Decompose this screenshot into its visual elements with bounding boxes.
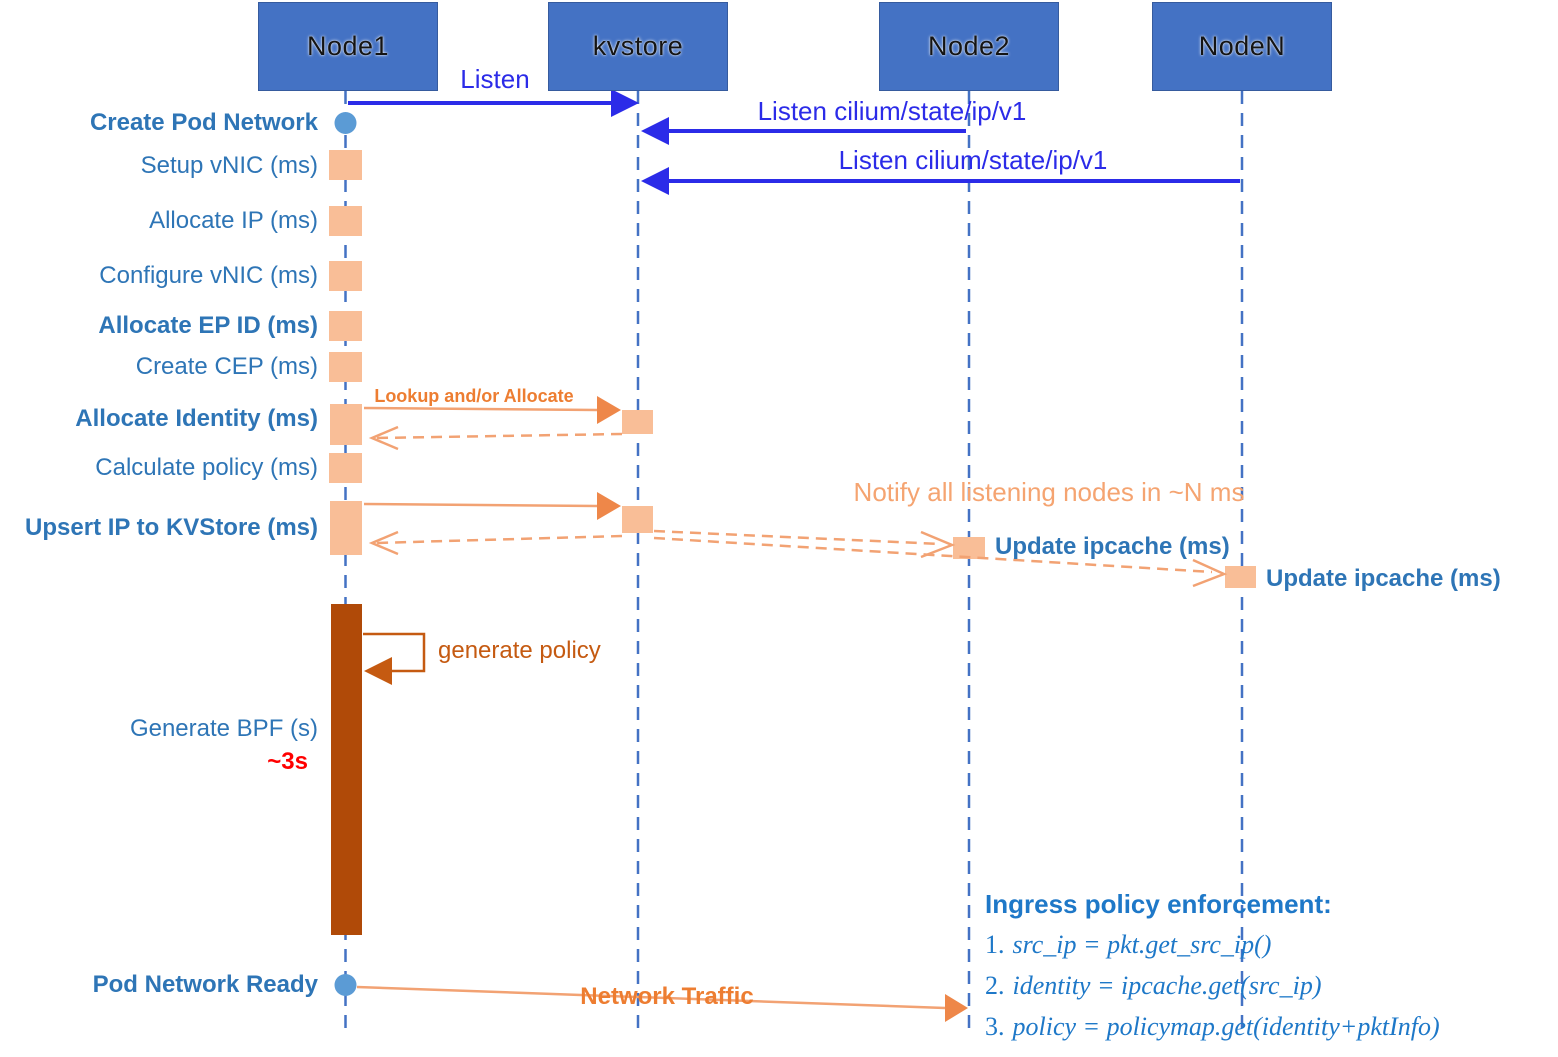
arrowhead-generate-policy-icon	[364, 657, 392, 685]
step-label-pod-network-ready: Pod Network Ready	[92, 971, 318, 998]
message-label-lookup-allocate: Lookup and/or Allocate	[374, 386, 574, 406]
activation-allocate-identity	[330, 404, 362, 445]
arrow-notify-node2	[653, 529, 942, 546]
ingress-step-1-code: src_ip = pkt.get_src_ip()	[1012, 930, 1272, 959]
ingress-note-step-1: 1. src_ip = pkt.get_src_ip()	[985, 929, 1271, 961]
activation-create-cep	[329, 352, 362, 382]
activation-allocate-ep-id	[329, 311, 362, 341]
activation-noden-update-ipcache	[1225, 566, 1256, 588]
step-label-generate-bpf: Generate BPF (s)	[129, 715, 318, 742]
participant-box-node2: Node2	[879, 2, 1059, 91]
arrow-return-upsert	[375, 534, 623, 545]
participant-label-noden: NodeN	[1198, 31, 1286, 61]
pod-network-ready-marker-icon	[334, 974, 357, 996]
ingress-step-2-number: 2.	[985, 971, 1005, 1000]
ingress-note-step-3: 3. policy = policymap.get(identity+pktInf…	[985, 1011, 1440, 1043]
message-label-listen: Listen	[460, 64, 530, 94]
ingress-step-2-code: identity = ipcache.get(src_ip)	[1012, 971, 1322, 1000]
step-label-calculate-policy: Calculate policy (ms)	[95, 454, 318, 481]
arrowhead-network-traffic-icon	[945, 994, 968, 1022]
participant-label-node2: Node2	[927, 31, 1011, 61]
message-label-listen-noden: Listen cilium/state/ip/v1	[838, 145, 1108, 175]
message-label-network-traffic: Network Traffic	[580, 983, 754, 1010]
participant-box-noden: NodeN	[1152, 2, 1332, 91]
arrow-generate-policy-selfloop	[363, 632, 426, 673]
activation-generate-bpf	[331, 604, 362, 935]
participant-label-kvstore: kvstore	[592, 31, 684, 61]
arrow-return-identity	[375, 432, 623, 440]
arrowhead-listen-noden-to-kvstore-icon	[641, 167, 669, 195]
arrowhead-lookup-allocate-icon	[597, 396, 621, 424]
ingress-note-step-2: 2. identity = ipcache.get(src_ip)	[985, 970, 1321, 1002]
ingress-step-3-number: 3.	[985, 1012, 1005, 1041]
arrowhead-return-upsert-icon	[368, 530, 399, 556]
arrowhead-notify-node2-icon	[920, 530, 956, 559]
activation-allocate-ip	[329, 206, 362, 236]
activation-setup-vnic	[329, 150, 362, 180]
ingress-step-3-code: policy = policymap.get(identity+pktInfo)	[1012, 1012, 1440, 1041]
activation-configure-vnic	[329, 261, 362, 291]
step-label-setup-vnic: Setup vNIC (ms)	[140, 152, 318, 179]
arrowhead-return-identity-icon	[368, 425, 399, 451]
participant-label-node1: Node1	[306, 31, 390, 61]
activation-node2-update-ipcache	[953, 537, 985, 559]
generate-bpf-duration: ~3s	[267, 748, 308, 775]
message-label-notify: Notify all listening nodes in ~N ms	[853, 477, 1245, 507]
participant-box-kvstore: kvstore	[548, 2, 728, 91]
step-label-upsert-ip: Upsert IP to KVStore (ms)	[25, 514, 318, 541]
step-label-allocate-ip: Allocate IP (ms)	[149, 207, 318, 234]
ingress-step-1-number: 1.	[985, 930, 1005, 959]
step-label-create-cep: Create CEP (ms)	[135, 353, 318, 380]
step-label-create-pod-network: Create Pod Network	[89, 109, 318, 136]
message-label-generate-policy: generate policy	[438, 637, 601, 664]
message-label-update-ipcache-node2: Update ipcache (ms)	[995, 533, 1230, 560]
activation-upsert-ip	[330, 501, 362, 555]
step-label-configure-vnic: Configure vNIC (ms)	[99, 262, 318, 289]
participant-box-node1: Node1	[258, 2, 438, 91]
activation-kvstore-upsert	[622, 506, 653, 533]
create-pod-network-marker-icon	[334, 112, 357, 134]
activation-kvstore-identity	[622, 410, 653, 434]
message-label-update-ipcache-noden: Update ipcache (ms)	[1266, 565, 1501, 592]
step-label-allocate-ep-id: Allocate EP ID (ms)	[98, 312, 318, 339]
arrowhead-listen-node1-to-kvstore-icon	[611, 89, 639, 117]
arrowhead-upsert-ip-icon	[597, 492, 621, 520]
ingress-note-title: Ingress policy enforcement:	[985, 889, 1332, 919]
arrowhead-notify-noden-icon	[1192, 558, 1228, 588]
arrow-upsert-ip	[363, 502, 598, 508]
arrowhead-listen-node2-to-kvstore-icon	[641, 117, 669, 145]
activation-calculate-policy	[329, 453, 362, 483]
message-label-listen-node2: Listen cilium/state/ip/v1	[757, 96, 1027, 126]
step-label-allocate-identity: Allocate Identity (ms)	[75, 405, 318, 432]
